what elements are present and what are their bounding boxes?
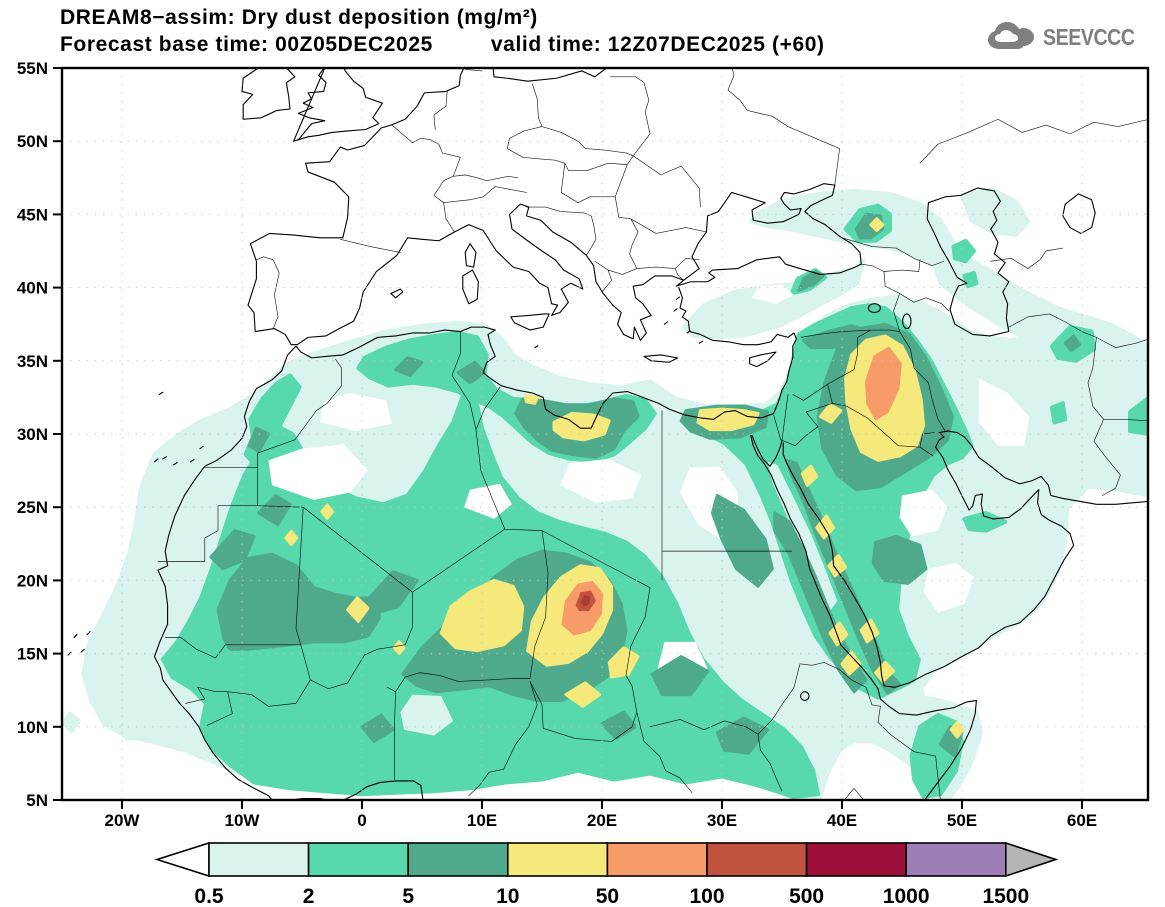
colorbar-label: 1000	[883, 885, 930, 907]
y-tick-label: 5N	[26, 791, 48, 810]
gridlines	[62, 68, 1148, 800]
y-tick-label: 50N	[17, 132, 48, 151]
colorbar-label: 2	[303, 885, 315, 907]
x-tick-label: 40E	[827, 811, 857, 830]
colorbar-arrow-right	[1004, 841, 1059, 878]
colorbar-segment	[805, 842, 907, 877]
y-tick-label: 25N	[17, 498, 48, 517]
colorbar-legend: 0.5 2 5 10 50 100 500 1000 1500	[154, 841, 1059, 907]
country-borders	[158, 65, 1149, 800]
plot-subtitle: Forecast base time: 00Z05DEC2025 valid t…	[60, 33, 825, 57]
forecast-base-time: Forecast base time: 00Z05DEC2025	[60, 33, 433, 56]
x-tick-label: 10E	[467, 811, 497, 830]
dust-level-100	[575, 590, 596, 612]
y-tick-label: 40N	[17, 279, 48, 298]
valid-time: valid time: 12Z07DEC2025 (+60)	[490, 33, 825, 56]
colorbar-label: 100	[689, 885, 724, 907]
plot-header: DREAM8−assim: Dry dust deposition (mg/m²…	[60, 6, 825, 57]
colorbar-label: 5	[402, 885, 414, 907]
plot-title: DREAM8−assim: Dry dust deposition (mg/m²…	[60, 6, 538, 29]
y-tick-label: 35N	[17, 352, 48, 371]
colorbar-label: 0.5	[194, 885, 224, 907]
seevccc-logo: SEEVCCC	[985, 20, 1151, 54]
y-tick-label: 30N	[17, 425, 48, 444]
x-tick-label: 20E	[587, 811, 617, 830]
x-tick-label: 10W	[225, 811, 261, 830]
y-tick-label: 45N	[17, 205, 48, 224]
colorbar-segment	[307, 842, 410, 877]
y-tick-label: 20N	[17, 571, 48, 590]
colorbar-arrow-left	[154, 841, 210, 878]
logo-text: SEEVCCC	[1043, 23, 1135, 50]
colorbar-label: 1500	[982, 885, 1029, 907]
x-tick-label: 0	[357, 811, 366, 830]
axis-ticks: 55N 50N 45N 40N 35N 30N 25N 20N 15N 10N 5N 20W 10W 0 1…	[17, 59, 1097, 830]
colorbar-segment	[606, 842, 708, 877]
colorbar-segment	[506, 842, 609, 877]
colorbar-segment	[905, 842, 1007, 877]
y-tick-label: 55N	[17, 59, 48, 78]
colorbar-label: 50	[596, 885, 619, 907]
cloud-icon	[988, 22, 1035, 49]
x-tick-label: 20W	[105, 811, 141, 830]
colorbar-segment	[208, 842, 310, 877]
colorbar-segment	[706, 842, 808, 877]
y-tick-label: 15N	[17, 645, 48, 664]
colorbar-label: 10	[496, 885, 519, 907]
y-tick-label: 10N	[17, 718, 48, 737]
x-tick-label: 50E	[947, 811, 977, 830]
colorbar-segment	[407, 842, 509, 877]
colorbar-label: 500	[789, 885, 824, 907]
x-tick-label: 60E	[1067, 811, 1097, 830]
x-tick-label: 30E	[707, 811, 737, 830]
coastlines	[68, 65, 1149, 803]
